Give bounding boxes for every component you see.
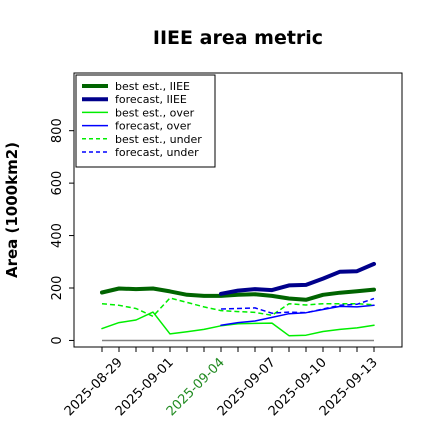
legend-label-best-est-over: best est., over xyxy=(115,106,195,119)
y-tick-label-400: 400 xyxy=(50,223,65,248)
series-layer xyxy=(100,261,376,342)
y-tick-label-600: 600 xyxy=(50,171,65,196)
x-axis-ticks: 2025-08-292025-09-012025-09-042025-09-07… xyxy=(62,347,381,419)
y-axis-label: Area (1000km2) xyxy=(3,142,21,278)
chart-title: IIEE area metric xyxy=(153,27,323,49)
series-line-forecast-under xyxy=(220,297,375,314)
series-line-best-est-under xyxy=(101,297,375,318)
y-axis-ticks: 0 200 400 600 800 xyxy=(50,118,74,345)
series-line-forecast-iiee xyxy=(219,261,376,296)
series-line-best-est-iiee xyxy=(100,286,376,302)
series-line-forecast-over xyxy=(220,304,375,326)
legend-label-forecast-under: forecast, under xyxy=(115,146,199,159)
series-line-best-est-over xyxy=(101,311,375,337)
y-tick-label-800: 800 xyxy=(50,118,65,143)
y-tick-label-0: 0 xyxy=(50,336,65,344)
legend-label-best-est-under: best est., under xyxy=(115,133,202,146)
y-tick-label-200: 200 xyxy=(50,276,65,301)
legend-label-forecast-iiee: forecast, IIEE xyxy=(115,93,187,106)
legend-label-forecast-over: forecast, over xyxy=(115,120,191,133)
legend-label-best-est-iiee: best est., IIEE xyxy=(115,80,190,93)
